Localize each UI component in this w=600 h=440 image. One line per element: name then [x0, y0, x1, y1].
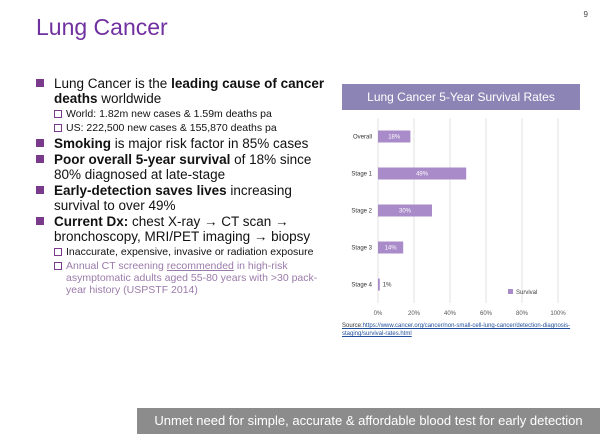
- bullet-text: Lung Cancer is the: [54, 76, 172, 91]
- data-label: 30%: [399, 209, 412, 215]
- x-tick-label: 60%: [480, 311, 493, 317]
- bullet-smoking: Smoking is major risk factor in 85% case…: [36, 136, 336, 151]
- bullet-bold-text: Current Dx:: [54, 214, 129, 229]
- survival-chart: Lung Cancer 5-Year Survival Rates 0% 20% 4…: [342, 84, 580, 320]
- bar: [378, 130, 411, 143]
- bullet-marker: [36, 79, 44, 87]
- bar: [378, 204, 432, 217]
- bullet-bold-text: leading cause of cancer deaths: [54, 76, 325, 106]
- sub-bullet-text: Inaccurate, expensive, invasive or radia…: [66, 246, 314, 258]
- x-tick-label: 80%: [516, 311, 529, 317]
- bullet-text: worldwide: [97, 91, 162, 106]
- sub-bullet-text: World: 1.82m new cases & 1.59m deaths pa: [66, 108, 272, 120]
- x-tick-label: 20%: [408, 311, 421, 317]
- source-link[interactable]: https://www.cancer.org/cancer/non-small-…: [342, 323, 571, 337]
- sub-bullet-marker: [54, 262, 62, 270]
- source-citation: Source:https://www.cancer.org/cancer/non…: [342, 322, 582, 338]
- bullet-leading-cause: Lung Cancer is the leading cause of canc…: [36, 76, 336, 106]
- chart-title: Lung Cancer 5-Year Survival Rates: [367, 90, 555, 104]
- bullet-text: is major risk factor in 85% cases: [111, 136, 309, 151]
- sub-bullet-inaccurate: Inaccurate, expensive, invasive or radia…: [36, 246, 336, 258]
- page-number: 9: [583, 10, 588, 19]
- sub-bullet-world: World: 1.82m new cases & 1.59m deaths pa: [36, 108, 336, 120]
- bullet-early-detection: Early-detection saves lives increasing s…: [36, 183, 336, 213]
- bullet-bold-text: Poor overall 5-year survival: [54, 152, 231, 167]
- data-label: 1%: [383, 283, 392, 289]
- sub-bullet-marker: [54, 248, 62, 256]
- recommended-link[interactable]: recommended: [166, 260, 234, 272]
- sub-bullet-ct-screening: Annual CT screening recommended in high-…: [36, 260, 336, 296]
- bullet-marker: [36, 155, 44, 163]
- legend-swatch: [508, 289, 513, 294]
- bar: [378, 278, 380, 291]
- category-label: Stage 1: [351, 172, 372, 178]
- source-label: Source:: [342, 323, 363, 329]
- bullet-text: increasing survival to over 49%: [54, 183, 292, 213]
- data-label: 49%: [416, 172, 429, 178]
- bullet-bold-text: Early-detection saves lives: [54, 183, 227, 198]
- bullet-current-dx: Current Dx: chest X-ray → CT scan → bron…: [36, 214, 336, 244]
- bullet-text: of 18% since 80% diagnosed at late-stage: [54, 152, 312, 182]
- unmet-need-banner: Unmet need for simple, accurate & afford…: [137, 408, 600, 434]
- bar: [378, 167, 467, 180]
- bullet-marker: [36, 186, 44, 194]
- bullet-marker: [36, 217, 44, 225]
- x-tick-label: 40%: [444, 311, 457, 317]
- x-tick-label: 100%: [550, 311, 566, 317]
- category-label: Stage 3: [351, 246, 372, 252]
- category-label: Stage 4: [351, 283, 372, 289]
- bullet-bold-text: Smoking: [54, 136, 112, 151]
- data-label: 18%: [388, 135, 401, 141]
- category-label: Overall: [353, 135, 372, 141]
- slide-title: Lung Cancer: [36, 14, 168, 40]
- sub-bullet-text: Annual CT screening: [66, 260, 167, 272]
- x-tick-label: 0%: [374, 311, 383, 317]
- chart-plot: 0% 20% 40% 60% 80% 100% Overall 18% Stage 1 49% St…: [351, 118, 566, 317]
- bullet-marker: [36, 139, 44, 147]
- legend-label: Survival: [516, 290, 537, 296]
- data-label: 14%: [385, 246, 398, 252]
- bullet-text: chest X-ray → CT scan → bronchoscopy, MR…: [54, 214, 311, 244]
- sub-bullet-text: in high-risk asymptomatic adults aged 55…: [66, 260, 318, 296]
- bar: [378, 241, 404, 254]
- sub-bullet-marker: [54, 110, 62, 118]
- bullet-survival: Poor overall 5-year survival of 18% sinc…: [36, 152, 336, 182]
- sub-bullet-text: US: 222,500 new cases & 155,870 deaths p…: [66, 122, 277, 134]
- sub-bullet-marker: [54, 124, 62, 132]
- bullet-list: Lung Cancer is the leading cause of canc…: [36, 76, 336, 298]
- category-label: Stage 2: [351, 209, 372, 215]
- sub-bullet-us: US: 222,500 new cases & 155,870 deaths p…: [36, 122, 336, 134]
- chart-title-bar: [342, 84, 580, 110]
